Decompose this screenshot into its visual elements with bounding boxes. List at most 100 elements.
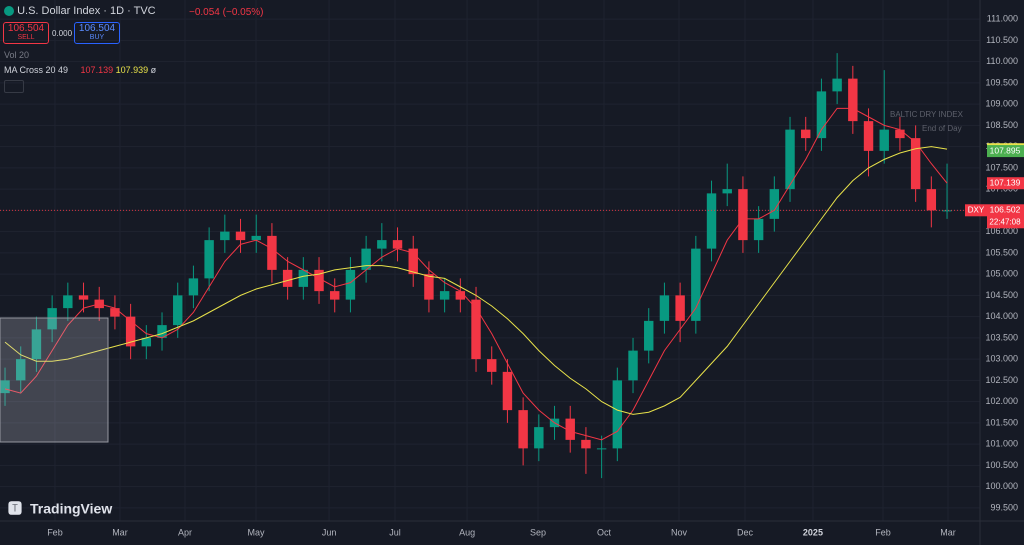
x-tick-label: Mar — [940, 527, 956, 537]
candle-body — [330, 291, 340, 300]
x-tick-label: Sep — [530, 527, 546, 537]
candle-body — [801, 129, 811, 139]
candle-body — [377, 240, 387, 249]
y-tick-label: 105.500 — [985, 247, 1018, 257]
rectangle-drawing — [0, 317, 109, 443]
candle-body — [157, 325, 167, 338]
candle-body — [392, 240, 403, 249]
price-badge — [987, 177, 1024, 190]
x-tick-label: Jun — [322, 527, 337, 537]
candle-body — [581, 439, 591, 449]
price-tag-box — [965, 204, 987, 217]
x-tick-label: May — [248, 527, 266, 537]
ma-line — [4, 146, 948, 415]
price-badge — [987, 145, 1024, 158]
x-tick-label: Aug — [459, 527, 475, 537]
price-badge-label: 107.139 — [990, 177, 1021, 187]
candle-body — [439, 291, 450, 300]
candle-body — [251, 235, 261, 241]
price-badge-label: 106.502 — [990, 205, 1021, 215]
candle-body — [612, 380, 623, 449]
y-tick-label: 100.500 — [985, 460, 1018, 470]
candle-body — [267, 235, 277, 270]
candle-body — [173, 295, 183, 326]
candle-body — [298, 269, 309, 287]
buy-price: 106.504 — [78, 23, 116, 34]
plot — [0, 0, 980, 521]
candle-body — [471, 299, 481, 360]
candle-body — [361, 248, 371, 270]
y-tick-label: 101.500 — [985, 417, 1018, 427]
logo-icon: 🆃 — [8, 501, 22, 517]
candle-body — [848, 78, 858, 122]
overlay-subtitle: End of Day — [922, 124, 962, 133]
candle-body — [769, 189, 780, 219]
candle-body — [78, 295, 89, 300]
candle-body — [832, 78, 842, 92]
candle-body — [31, 329, 42, 360]
collapse-button[interactable] — [4, 80, 24, 93]
indicator-extra: ø — [150, 65, 157, 75]
candle-body — [235, 231, 246, 241]
x-tick-label: 2025 — [803, 527, 823, 537]
volume-legend[interactable]: Vol 20 — [4, 50, 30, 60]
candle-body — [502, 371, 513, 411]
y-tick-label: 99.500 — [990, 502, 1018, 512]
price-badge — [987, 204, 1024, 229]
candle-body — [188, 278, 199, 296]
candle-body — [487, 359, 497, 372]
candle-body — [47, 308, 57, 330]
x-tick-label: Jul — [389, 527, 401, 537]
buy-button[interactable]: 106.504 BUY — [74, 22, 120, 44]
symbol-title[interactable]: U.S. Dollar Index · 1D · TVC — [4, 5, 156, 17]
x-tick-label: Feb — [47, 527, 63, 537]
candle-body — [345, 269, 356, 300]
x-tick-label: Feb — [875, 527, 891, 537]
logo: TradingView — [30, 501, 112, 517]
sell-price: 106.504 — [7, 23, 45, 34]
candle-body — [596, 448, 607, 450]
y-tick-label: 109.000 — [985, 99, 1018, 109]
candle-body — [0, 380, 10, 394]
candle-body — [282, 269, 293, 287]
candle-body — [738, 189, 748, 241]
y-tick-label: 103.000 — [985, 354, 1018, 364]
candle-body — [220, 231, 230, 241]
y-tick-label: 104.500 — [985, 290, 1018, 300]
x-tick-label: Mar — [112, 527, 128, 537]
candle-body — [910, 138, 921, 190]
y-tick-label: 102.500 — [985, 375, 1018, 385]
candle-body — [659, 295, 670, 321]
sell-button[interactable]: 106.504 SELL — [3, 22, 49, 44]
candle-body — [863, 121, 874, 151]
overlay-title: BALTIC DRY INDEX — [890, 110, 964, 119]
x-tick-label: Oct — [597, 527, 612, 537]
ma-line — [4, 107, 948, 441]
ma-slow-value: 107.939 — [115, 65, 149, 75]
candle-body — [895, 129, 905, 139]
y-tick-label: 107.500 — [985, 162, 1018, 172]
spread: 0.000 — [52, 29, 73, 38]
y-tick-label: 109.500 — [985, 77, 1018, 87]
candle-body — [644, 320, 654, 351]
candle-body — [518, 410, 528, 449]
candle-body — [125, 316, 136, 347]
candle-body — [942, 210, 952, 212]
indicator-legend[interactable]: MA Cross 20 49 107.139 107.939 ø — [4, 65, 156, 75]
candle-body — [628, 350, 638, 381]
candle-body — [879, 129, 889, 151]
y-tick-label: 100.000 — [985, 481, 1018, 491]
y-tick-label: 103.500 — [985, 332, 1018, 342]
candle-body — [706, 193, 717, 249]
candle-body — [785, 129, 795, 190]
y-tick-label: 110.000 — [986, 56, 1018, 66]
candle-body — [408, 248, 418, 275]
candle-body — [691, 248, 701, 321]
candle-body — [314, 269, 324, 292]
y-tick-label: 110.500 — [986, 35, 1018, 45]
candle-body — [926, 189, 937, 211]
y-tick-label: 108.500 — [985, 120, 1018, 130]
